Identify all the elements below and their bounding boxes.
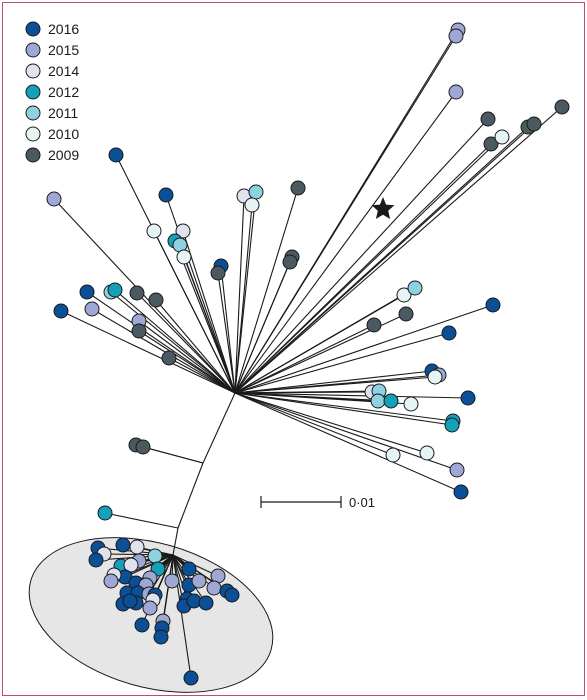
legend-label-2011: 2011 [48,105,78,121]
tip-2015 [47,192,61,206]
scale-bar [261,496,341,508]
branch [235,124,534,393]
tip-2009 [527,117,541,131]
tip-2010 [245,198,259,212]
tip-2010 [404,397,418,411]
tip-2015 [165,574,179,588]
legend-label-2010: 2010 [48,126,79,142]
tip-2014 [130,540,144,554]
tip-2015 [449,29,463,43]
tip-2009 [283,255,297,269]
tip-2015 [207,581,221,595]
tip-2016 [154,630,168,644]
branch [178,463,203,528]
branch [143,447,203,463]
legend: 2016 2015 2014 2012 2011 2010 2009 [26,21,79,163]
tip-2016 [116,538,130,552]
branch [203,393,235,463]
tip-2010 [428,370,442,384]
tip-2010 [495,130,509,144]
tip-2016 [184,671,198,685]
tip-2015 [450,463,464,477]
tip-2009 [149,293,163,307]
tip-2009 [132,324,146,338]
tip-2016 [135,618,149,632]
tip-2016 [54,304,68,318]
tree-tips [47,23,569,685]
tip-2009 [162,351,176,365]
branch [235,119,488,393]
tip-2012 [445,418,459,432]
tip-2016 [461,391,475,405]
tip-2010 [147,224,161,238]
legend-swatch-2015 [26,43,40,57]
branch [235,393,393,455]
tip-2012 [108,283,122,297]
tip-2016 [109,148,123,162]
branch [235,107,562,393]
tip-2016 [80,285,94,299]
tip-2009 [291,181,305,195]
legend-swatch-2012 [26,85,40,99]
tip-2009 [399,307,413,321]
tip-2016 [199,596,213,610]
phylogenetic-tree: 0·01 2016 2015 2014 2012 2011 2010 2009 [3,3,586,697]
branch [235,393,452,425]
tip-2009 [481,112,495,126]
tip-2016 [486,298,500,312]
tip-2009 [555,100,569,114]
branch [235,92,456,393]
tip-2009 [136,440,150,454]
branch [105,513,178,528]
branch [235,262,290,393]
legend-label-2012: 2012 [48,84,79,100]
tip-2016 [182,562,196,576]
tip-2011 [249,185,263,199]
branch [137,293,235,393]
legend-swatch-2011 [26,106,40,120]
legend-swatch-2010 [26,127,40,141]
branch [87,292,235,393]
legend-label-2015: 2015 [48,42,79,58]
branch [139,331,235,393]
legend-swatch-2009 [26,148,40,162]
tip-2016 [225,588,239,602]
star-icon [372,197,395,219]
legend-label-2016: 2016 [48,21,79,37]
scale-bar-label: 0·01 [349,495,375,510]
legend-label-2009: 2009 [48,147,79,163]
tip-2009 [211,266,225,280]
tip-2016 [442,326,456,340]
tip-2015 [143,601,157,615]
tip-2015 [192,574,206,588]
tip-2012 [98,506,112,520]
tip-2015 [449,85,463,99]
tip-2016 [159,188,173,202]
tip-2011 [408,281,422,295]
tip-2016 [123,594,137,608]
branch [235,196,244,393]
tip-2015 [85,302,99,316]
legend-swatch-2016 [26,22,40,36]
tip-2011 [148,549,162,563]
legend-label-2014: 2014 [48,63,79,79]
tip-2015 [104,574,118,588]
tip-2012 [384,394,398,408]
branch [235,371,432,393]
tip-2016 [89,553,103,567]
tip-2010 [386,448,400,462]
legend-swatch-2014 [26,64,40,78]
tip-2016 [454,485,468,499]
tip-2009 [367,318,381,332]
tip-2010 [177,250,191,264]
tip-2009 [130,286,144,300]
tip-2011 [371,394,385,408]
tip-2010 [420,446,434,460]
